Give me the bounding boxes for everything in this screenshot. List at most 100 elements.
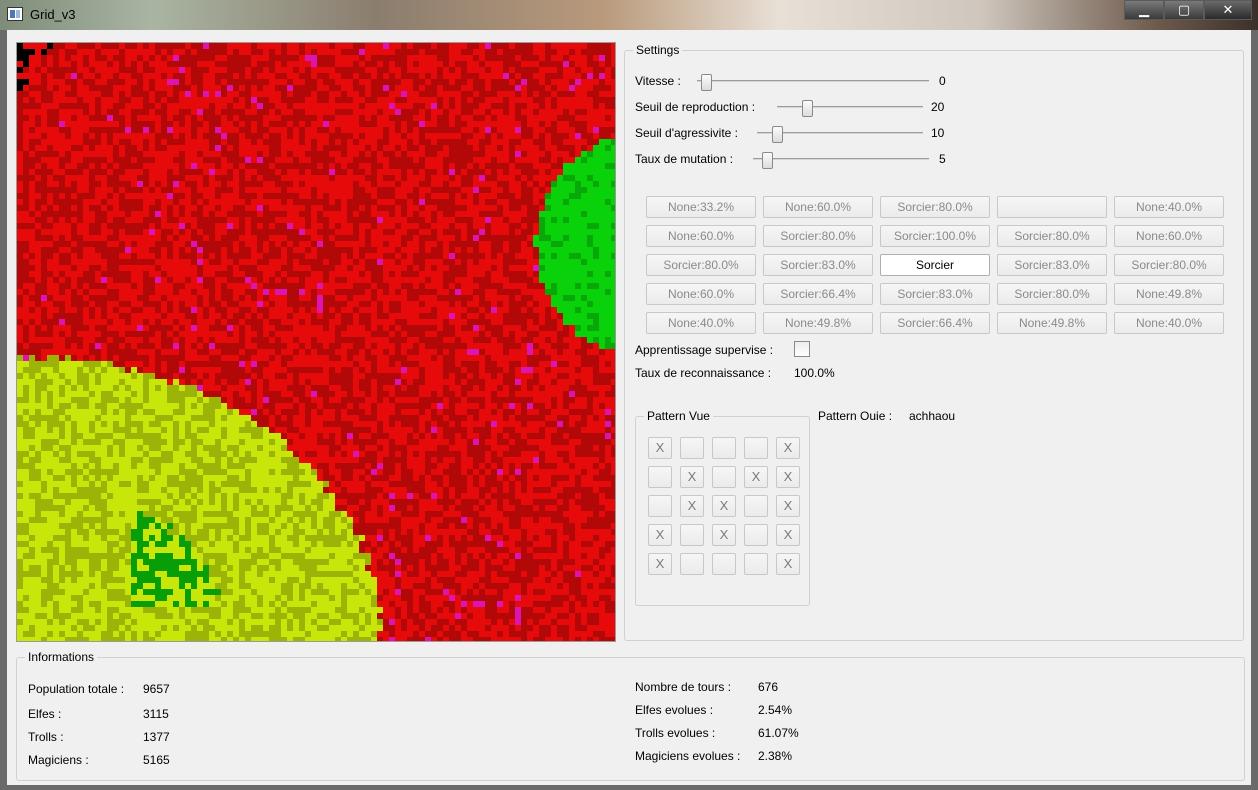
pattern-vue-title: Pattern Vue xyxy=(644,409,713,423)
slider-label-vitesse: Vitesse : xyxy=(635,74,681,88)
pattern-cell-r2-c3[interactable] xyxy=(744,495,768,517)
pattern-cell-r4-c2[interactable] xyxy=(712,553,736,575)
info-label-population: Population totale : xyxy=(28,682,125,696)
informations-title: Informations xyxy=(25,650,98,664)
pattern-cell-r3-c0[interactable]: X xyxy=(648,524,672,546)
neighbor-cell-r4-c2[interactable]: Sorcier:66.4% xyxy=(880,312,990,334)
info-value-trolls: 1377 xyxy=(143,730,170,744)
pattern-cell-r1-c3[interactable]: X xyxy=(744,466,768,488)
neighbor-cell-r0-c3[interactable] xyxy=(997,196,1107,218)
supervised-checkbox[interactable] xyxy=(794,341,810,357)
info-value-magiciens-evolues: 2.38% xyxy=(758,749,793,763)
pattern-ouie-label: Pattern Ouie : xyxy=(818,409,893,423)
pattern-cell-r0-c2[interactable] xyxy=(712,437,736,459)
maximize-button[interactable]: ▢ xyxy=(1164,0,1204,20)
pattern-cell-r4-c0[interactable]: X xyxy=(648,553,672,575)
neighbor-cell-r1-c1[interactable]: Sorcier:80.0% xyxy=(763,225,873,247)
slider-thumb-agressivite[interactable] xyxy=(772,126,783,143)
pattern-cell-r4-c4[interactable]: X xyxy=(776,553,800,575)
neighbor-cell-r3-c1[interactable]: Sorcier:66.4% xyxy=(763,283,873,305)
slider-thumb-vitesse[interactable] xyxy=(701,74,712,91)
minimize-button[interactable]: ▁ xyxy=(1124,0,1164,20)
window-title: Grid_v3 xyxy=(30,7,76,22)
info-label-elfes-evolues: Elfes evolues : xyxy=(635,703,714,717)
pattern-cell-r3-c1[interactable] xyxy=(680,524,704,546)
slider-thumb-reproduction[interactable] xyxy=(802,100,813,117)
slider-reproduction[interactable] xyxy=(777,100,923,117)
info-value-population: 9657 xyxy=(143,682,170,696)
pattern-cell-r0-c3[interactable] xyxy=(744,437,768,459)
neighbor-cell-r3-c3[interactable]: Sorcier:80.0% xyxy=(997,283,1107,305)
settings-title: Settings xyxy=(633,43,683,57)
pattern-cell-r2-c2[interactable]: X xyxy=(712,495,736,517)
slider-row-agressivite: Seuil d'agressivite : 10 xyxy=(635,124,1235,143)
slider-agressivite[interactable] xyxy=(757,126,923,143)
neighbor-cell-r0-c1[interactable]: None:60.0% xyxy=(763,196,873,218)
info-value-trolls-evolues: 61.07% xyxy=(758,726,799,740)
slider-label-reproduction: Seuil de reproduction : xyxy=(635,100,756,114)
info-label-magiciens-evolues: Magiciens evolues : xyxy=(635,749,741,763)
neighbor-cell-r1-c4[interactable]: None:60.0% xyxy=(1114,225,1224,247)
recognition-value: 100.0% xyxy=(794,366,835,380)
pattern-cell-r3-c2[interactable]: X xyxy=(712,524,736,546)
neighbor-cell-r0-c4[interactable]: None:40.0% xyxy=(1114,196,1224,218)
informations-group: Informations Population totale : 9657 El… xyxy=(16,650,1245,781)
pattern-cell-r1-c4[interactable]: X xyxy=(776,466,800,488)
main-window: Settings Vitesse : 0 Seuil de reproducti… xyxy=(7,30,1251,785)
info-value-tours: 676 xyxy=(758,680,779,694)
pattern-ouie-value: achhaou xyxy=(909,409,956,423)
info-label-elfes: Elfes : xyxy=(28,707,62,721)
grid-canvas[interactable] xyxy=(17,43,616,642)
slider-value-vitesse: 0 xyxy=(939,74,946,88)
slider-value-mutation: 5 xyxy=(939,152,946,166)
slider-label-mutation: Taux de mutation : xyxy=(635,152,734,166)
settings-group: Settings Vitesse : 0 Seuil de reproducti… xyxy=(624,43,1244,641)
neighbor-cell-r4-c0[interactable]: None:40.0% xyxy=(646,312,756,334)
pattern-cell-r0-c0[interactable]: X xyxy=(648,437,672,459)
neighbor-cell-r3-c2[interactable]: Sorcier:83.0% xyxy=(880,283,990,305)
close-button[interactable]: ✕ xyxy=(1204,0,1252,20)
simulation-grid[interactable] xyxy=(16,42,616,642)
slider-label-agressivite: Seuil d'agressivite : xyxy=(635,126,739,140)
pattern-cell-r2-c0[interactable] xyxy=(648,495,672,517)
pattern-cell-r1-c0[interactable] xyxy=(648,466,672,488)
neighbor-cell-r1-c0[interactable]: None:60.0% xyxy=(646,225,756,247)
pattern-cell-r0-c1[interactable] xyxy=(680,437,704,459)
neighbor-cell-r2-c4[interactable]: Sorcier:80.0% xyxy=(1114,254,1224,276)
pattern-cell-r1-c1[interactable]: X xyxy=(680,466,704,488)
pattern-cell-r2-c4[interactable]: X xyxy=(776,495,800,517)
slider-row-reproduction: Seuil de reproduction : 20 xyxy=(635,98,1235,117)
pattern-cell-r1-c2[interactable] xyxy=(712,466,736,488)
neighbor-cell-r1-c2[interactable]: Sorcier:100.0% xyxy=(880,225,990,247)
neighbor-cell-r1-c3[interactable]: Sorcier:80.0% xyxy=(997,225,1107,247)
slider-row-vitesse: Vitesse : 0 xyxy=(635,72,1235,91)
info-label-trolls: Trolls : xyxy=(28,730,64,744)
neighbor-cell-r4-c1[interactable]: None:49.8% xyxy=(763,312,873,334)
neighbor-cell-r4-c3[interactable]: None:49.8% xyxy=(997,312,1107,334)
title-bar[interactable]: Grid_v3 ▁ ▢ ✕ xyxy=(0,0,1258,30)
pattern-cell-r2-c1[interactable]: X xyxy=(680,495,704,517)
info-label-trolls-evolues: Trolls evolues : xyxy=(635,726,716,740)
pattern-cell-r4-c3[interactable] xyxy=(744,553,768,575)
slider-value-reproduction: 20 xyxy=(931,100,945,114)
pattern-cell-r4-c1[interactable] xyxy=(680,553,704,575)
neighbor-cell-r0-c0[interactable]: None:33.2% xyxy=(646,196,756,218)
neighbor-cell-r2-c3[interactable]: Sorcier:83.0% xyxy=(997,254,1107,276)
pattern-cell-r3-c4[interactable]: X xyxy=(776,524,800,546)
slider-vitesse[interactable] xyxy=(697,74,929,91)
app-icon xyxy=(7,7,23,21)
neighbor-cell-r2-c1[interactable]: Sorcier:83.0% xyxy=(763,254,873,276)
neighbor-cell-r4-c4[interactable]: None:40.0% xyxy=(1114,312,1224,334)
neighbor-cell-r2-c0[interactable]: Sorcier:80.0% xyxy=(646,254,756,276)
neighbor-cell-r3-c4[interactable]: None:49.8% xyxy=(1114,283,1224,305)
slider-value-agressivite: 10 xyxy=(931,126,945,140)
slider-thumb-mutation[interactable] xyxy=(762,152,773,169)
slider-mutation[interactable] xyxy=(753,152,929,169)
neighbor-cell-r0-c2[interactable]: Sorcier:80.0% xyxy=(880,196,990,218)
info-label-tours: Nombre de tours : xyxy=(635,680,732,694)
neighbor-cell-r2-c2[interactable]: Sorcier xyxy=(880,254,990,276)
neighbor-cell-r3-c0[interactable]: None:60.0% xyxy=(646,283,756,305)
pattern-cell-r0-c4[interactable]: X xyxy=(776,437,800,459)
pattern-cell-r3-c3[interactable] xyxy=(744,524,768,546)
